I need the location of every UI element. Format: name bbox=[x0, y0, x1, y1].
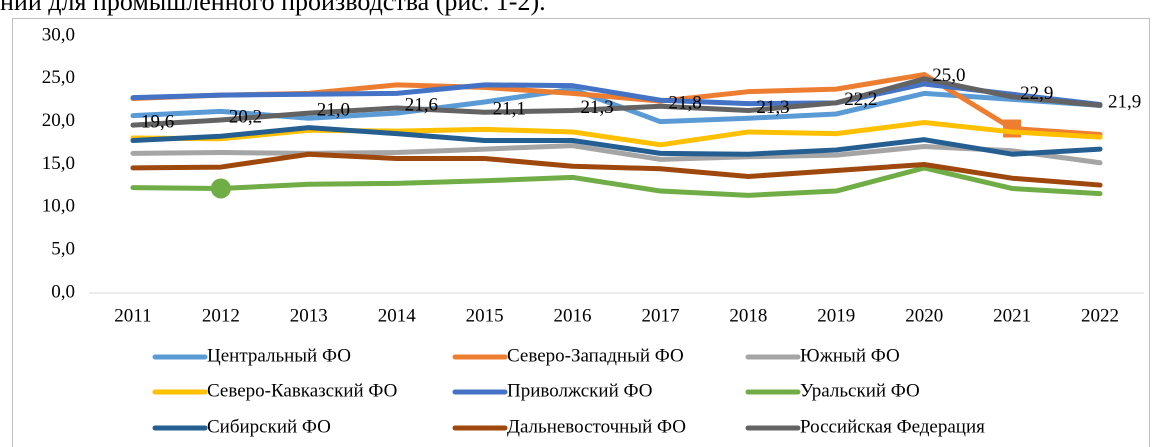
x-tick-label: 2012 bbox=[202, 305, 240, 326]
data-label: 21,6 bbox=[405, 94, 438, 115]
x-tick-label: 2020 bbox=[905, 305, 943, 326]
legend-label: Российская Федерация bbox=[800, 416, 985, 437]
x-tick-label: 2014 bbox=[378, 305, 417, 326]
y-tick-label: 10,0 bbox=[42, 196, 75, 217]
legend-label: Северо-Западный ФО bbox=[507, 345, 684, 366]
legend-label: Северо-Кавказский ФО bbox=[207, 380, 397, 401]
series-line bbox=[130, 86, 1103, 125]
legend-label: Приволжский ФО bbox=[507, 380, 652, 401]
point-marker bbox=[210, 178, 231, 199]
data-label: 25,0 bbox=[932, 65, 965, 86]
data-label: 21,9 bbox=[1108, 92, 1141, 113]
x-tick-label: 2019 bbox=[817, 305, 855, 326]
point-marker bbox=[1003, 119, 1022, 138]
x-tick-label: 2018 bbox=[729, 305, 767, 326]
x-tick-label: 2011 bbox=[114, 305, 151, 326]
series-line bbox=[130, 76, 1103, 128]
y-tick-label: 5,0 bbox=[51, 239, 75, 260]
legend-label: Южный ФО bbox=[800, 345, 900, 366]
y-tick-label: 25,0 bbox=[42, 67, 75, 88]
series-line bbox=[130, 125, 1103, 157]
x-tick-label: 2016 bbox=[554, 305, 592, 326]
x-tick-label: 2013 bbox=[290, 305, 328, 326]
data-label: 21,3 bbox=[581, 97, 614, 118]
y-tick-label: 0,0 bbox=[51, 281, 75, 302]
series-line bbox=[130, 151, 1103, 188]
data-label: 20,2 bbox=[229, 106, 262, 127]
series-line bbox=[130, 165, 1103, 198]
x-tick-label: 2021 bbox=[993, 305, 1031, 326]
y-tick-label: 15,0 bbox=[42, 153, 75, 174]
series-line bbox=[130, 81, 1103, 108]
data-label: 21,1 bbox=[493, 99, 526, 120]
data-label: 22,2 bbox=[844, 89, 877, 110]
series-line bbox=[130, 143, 1103, 166]
series-line bbox=[130, 120, 1103, 148]
heading: нии для промышленного производства (рис.… bbox=[0, 0, 546, 16]
y-tick-label: 20,0 bbox=[42, 110, 75, 131]
legend-label: Сибирский ФО bbox=[207, 416, 331, 437]
data-label: 22,9 bbox=[1020, 83, 1053, 104]
data-label: 21,8 bbox=[668, 93, 701, 114]
legend-label: Уральский ФО bbox=[800, 380, 920, 401]
data-label: 21,3 bbox=[756, 97, 789, 118]
data-label: 19,6 bbox=[141, 111, 174, 132]
legend-label: Центральный ФО bbox=[207, 345, 351, 366]
legend-label: Дальневосточный ФО bbox=[507, 416, 686, 437]
x-tick-label: 2015 bbox=[466, 305, 504, 326]
chart-border bbox=[12, 18, 1150, 447]
x-tick-label: 2017 bbox=[641, 305, 679, 326]
data-label: 21,0 bbox=[317, 99, 350, 120]
y-tick-label: 30,0 bbox=[42, 24, 75, 45]
x-tick-label: 2022 bbox=[1081, 305, 1119, 326]
